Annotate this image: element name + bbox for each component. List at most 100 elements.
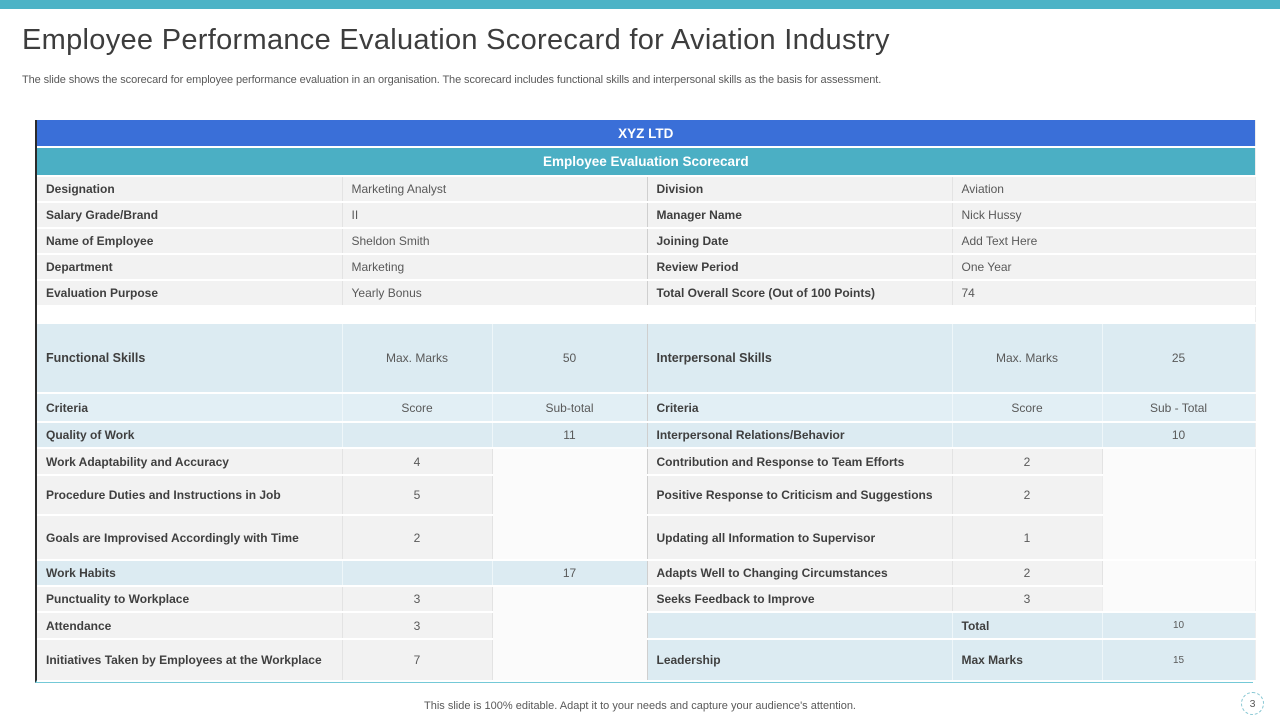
work-habits-subtotal: 17 — [492, 560, 648, 587]
criteria-initiatives: Initiatives Taken by Employees at the Wo… — [37, 639, 343, 682]
info-row: Department Marketing Review Period One Y… — [37, 254, 1256, 281]
score-attendance: 3 — [342, 612, 493, 640]
interpersonal-subtotal-header: Sub - Total — [1102, 393, 1256, 423]
criteria-work-adaptability: Work Adaptability and Accuracy — [37, 448, 343, 476]
criteria-updating-information: Updating all Information to Supervisor — [647, 515, 953, 561]
criteria-seeks-feedback: Seeks Feedback to Improve — [647, 586, 953, 613]
interpersonal-score-header: Score — [952, 393, 1103, 423]
criteria-row: Initiatives Taken by Employees at the Wo… — [37, 639, 1256, 682]
group-work-habits: Work Habits — [37, 560, 343, 587]
info-value-joining-date: Add Text Here — [952, 228, 1256, 255]
criteria-row: Work Adaptability and Accuracy 4 Contrib… — [37, 448, 1256, 561]
criteria-header-row: Criteria Score Sub-total Criteria Score … — [37, 393, 1256, 423]
criteria-positive-response: Positive Response to Criticism and Sugge… — [647, 475, 953, 516]
group-header-row: Quality of Work 11 Interpersonal Relatio… — [37, 422, 1256, 449]
footer-note: This slide is 100% editable. Adapt it to… — [424, 700, 856, 712]
functional-skills-title: Functional Skills — [37, 323, 343, 394]
criteria-procedure-duties: Procedure Duties and Instructions in Job — [37, 475, 343, 516]
score-adapts-well: 2 — [952, 560, 1103, 587]
info-row: Name of Employee Sheldon Smith Joining D… — [37, 228, 1256, 255]
info-value-department: Marketing — [342, 254, 648, 281]
merged-subtotal-cell — [1102, 448, 1256, 561]
criteria-row: Attendance 3 Total 10 — [37, 612, 1256, 640]
merged-subtotal-cell — [492, 586, 648, 682]
evaluation-table: XYZ LTD Employee Evaluation Scorecard De… — [37, 120, 1256, 682]
company-row: XYZ LTD — [37, 120, 1256, 148]
info-value-evaluation-purpose: Yearly Bonus — [342, 280, 648, 307]
score-contribution-team-efforts: 2 — [952, 448, 1103, 476]
info-value-employee-name: Sheldon Smith — [342, 228, 648, 255]
info-value-manager-name: Nick Hussy — [952, 202, 1256, 229]
empty-cell — [342, 560, 493, 587]
page-subtitle: The slide shows the scorecard for employ… — [22, 74, 882, 86]
score-goals-improvised: 2 — [342, 515, 493, 561]
functional-max-marks-value: 50 — [492, 323, 648, 394]
empty-cell — [647, 612, 953, 640]
info-row: Salary Grade/Brand II Manager Name Nick … — [37, 202, 1256, 229]
top-accent-bar — [0, 0, 1280, 9]
criteria-row: Goals are Improvised Accordingly with Ti… — [37, 515, 1255, 561]
functional-score-header: Score — [342, 393, 493, 423]
group-interpersonal-relations: Interpersonal Relations/Behavior — [647, 422, 953, 449]
interpersonal-max-marks-label: Max. Marks — [952, 323, 1103, 394]
info-value-designation: Marketing Analyst — [342, 176, 648, 203]
score-seeks-feedback: 3 — [952, 586, 1103, 613]
group-quality-of-work: Quality of Work — [37, 422, 343, 449]
interpersonal-total-value: 10 — [1102, 612, 1256, 640]
interpersonal-skills-title: Interpersonal Skills — [647, 323, 953, 394]
company-name: XYZ LTD — [37, 120, 1256, 148]
interpersonal-relations-subtotal: 10 — [1102, 422, 1256, 449]
criteria-row: Procedure Duties and Instructions in Job… — [37, 475, 1255, 516]
info-label-evaluation-purpose: Evaluation Purpose — [37, 280, 343, 307]
info-row: Evaluation Purpose Yearly Bonus Total Ov… — [37, 280, 1256, 307]
criteria-contribution-team-efforts: Contribution and Response to Team Effort… — [647, 448, 953, 476]
criteria-row: Punctuality to Workplace 3 Seeks Feedbac… — [37, 586, 1255, 682]
empty-cell — [342, 422, 493, 449]
functional-subtotal-header: Sub-total — [492, 393, 648, 423]
info-label-employee-name: Name of Employee — [37, 228, 343, 255]
info-label-review-period: Review Period — [647, 254, 953, 281]
score-work-adaptability: 4 — [342, 448, 493, 476]
info-value-total-overall-score: 74 — [952, 280, 1256, 307]
functional-criteria-header: Criteria — [37, 393, 343, 423]
criteria-adapts-well: Adapts Well to Changing Circumstances — [647, 560, 953, 587]
info-label-salary-grade: Salary Grade/Brand — [37, 202, 343, 229]
interpersonal-max-marks-value: 25 — [1102, 323, 1256, 394]
info-row: Designation Marketing Analyst Division A… — [37, 176, 1256, 203]
criteria-attendance: Attendance — [37, 612, 343, 640]
empty-cell — [952, 422, 1103, 449]
score-positive-response: 2 — [952, 475, 1103, 516]
criteria-goals-improvised: Goals are Improvised Accordingly with Ti… — [37, 515, 343, 561]
page-number-badge: 3 — [1241, 692, 1264, 715]
info-label-department: Department — [37, 254, 343, 281]
leadership-max-marks-label: Max Marks — [952, 639, 1103, 682]
leadership-label: Leadership — [647, 639, 953, 682]
interpersonal-criteria-header: Criteria — [647, 393, 953, 423]
info-value-division: Aviation — [952, 176, 1256, 203]
info-value-salary-grade: II — [342, 202, 648, 229]
group-header-row: Work Habits 17 Adapts Well to Changing C… — [37, 560, 1256, 613]
scorecard-heading-row: Employee Evaluation Scorecard — [37, 147, 1256, 177]
quality-of-work-subtotal: 11 — [492, 422, 648, 449]
score-initiatives: 7 — [342, 639, 493, 682]
info-label-designation: Designation — [37, 176, 343, 203]
info-label-manager-name: Manager Name — [647, 202, 953, 229]
interpersonal-total-label: Total — [952, 612, 1103, 640]
info-label-joining-date: Joining Date — [647, 228, 953, 255]
leadership-max-marks-value: 15 — [1102, 639, 1256, 682]
info-label-total-overall-score: Total Overall Score (Out of 100 Points) — [647, 280, 953, 307]
scorecard-heading: Employee Evaluation Scorecard — [37, 147, 1256, 177]
section-header-row: Functional Skills Max. Marks 50 Interper… — [37, 323, 1256, 394]
merged-subtotal-cell — [492, 448, 648, 561]
score-procedure-duties: 5 — [342, 475, 493, 516]
scorecard-table: XYZ LTD Employee Evaluation Scorecard De… — [35, 120, 1256, 683]
score-punctuality: 3 — [342, 586, 493, 613]
functional-max-marks-label: Max. Marks — [342, 323, 493, 394]
score-updating-information: 1 — [952, 515, 1103, 561]
info-value-review-period: One Year — [952, 254, 1256, 281]
info-label-division: Division — [647, 176, 953, 203]
spacer-cell — [37, 305, 1256, 324]
spacer-row — [37, 305, 1256, 324]
merged-subtotal-cell — [1102, 560, 1256, 613]
criteria-punctuality: Punctuality to Workplace — [37, 586, 343, 613]
